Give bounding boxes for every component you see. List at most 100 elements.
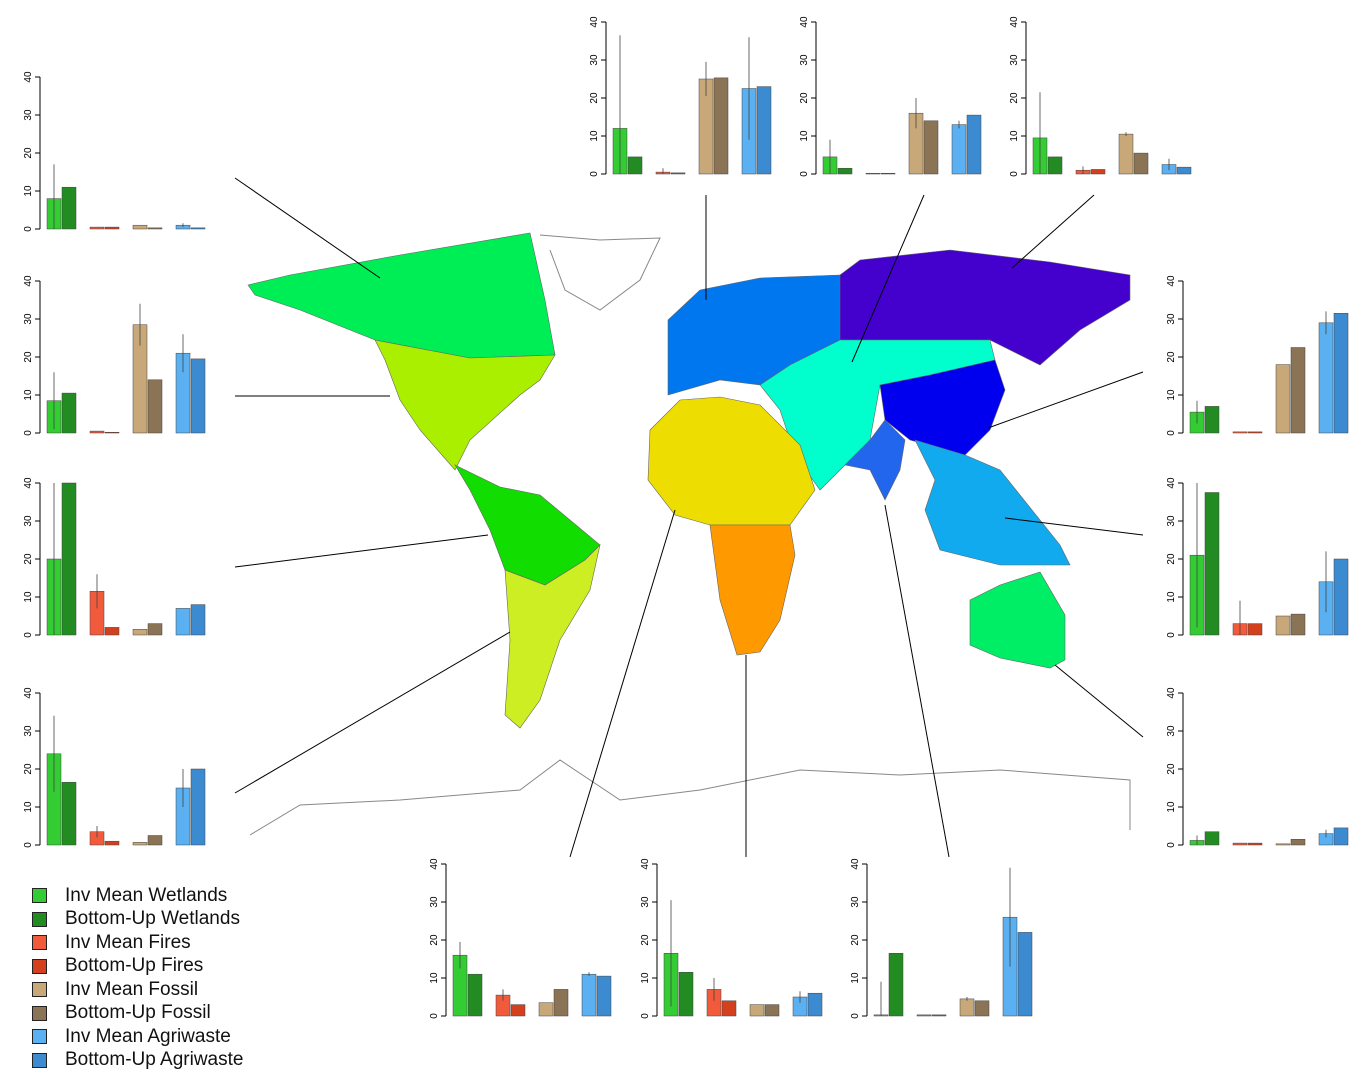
y-tick-label: 0 xyxy=(640,1013,651,1019)
legend-swatch xyxy=(32,1052,47,1068)
legend-label: Inv Mean Fossil xyxy=(65,978,199,1000)
legend-label: Bottom-Up Wetlands xyxy=(65,908,240,930)
bar-bottom-up-agriwaste xyxy=(190,768,206,846)
bar-inv-mean-agriwaste xyxy=(175,608,191,636)
bar-bottom-up-fossil xyxy=(923,120,939,175)
y-tick-label: 20 xyxy=(850,934,861,946)
bar-bottom-up-fires xyxy=(931,1014,947,1017)
bar-bottom-up-agriwaste xyxy=(1333,827,1349,846)
bar-bottom-up-fossil xyxy=(1290,347,1306,434)
legend-swatch xyxy=(32,1005,47,1021)
bar-bottom-up-wetlands xyxy=(888,953,904,1017)
y-tick-label: 40 xyxy=(429,858,440,870)
bar-bottom-up-agriwaste xyxy=(190,604,206,636)
map-region-south-africa xyxy=(709,524,796,656)
legend-item: Bottom-Up Fossil xyxy=(32,1002,243,1026)
bar-inv-mean-fossil xyxy=(132,842,148,846)
bar-inv-mean-fossil xyxy=(538,1002,554,1017)
legend-label: Bottom-Up Fires xyxy=(65,955,204,977)
y-tick-label: 30 xyxy=(1166,313,1177,325)
y-tick-label: 30 xyxy=(850,896,861,908)
y-tick-label: 0 xyxy=(1166,430,1177,436)
y-tick-label: 30 xyxy=(640,896,651,908)
y-tick-label: 20 xyxy=(1166,553,1177,565)
bar-inv-mean-fires xyxy=(865,172,881,175)
bar-bottom-up-fires xyxy=(104,226,120,230)
leader-line xyxy=(234,177,381,279)
bar-bottom-up-agriwaste xyxy=(1333,558,1349,636)
y-tick-label: 20 xyxy=(640,934,651,946)
bar-bottom-up-fossil xyxy=(1290,613,1306,636)
y-tick-label: 0 xyxy=(23,430,34,436)
y-tick-label: 20 xyxy=(1166,351,1177,363)
y-tick-label: 10 xyxy=(1166,591,1177,603)
bar-bottom-up-fossil xyxy=(553,989,569,1017)
y-tick-label: 20 xyxy=(23,553,34,565)
leader-line xyxy=(1054,664,1144,738)
bar-panel-temperate-south-america: 0 10 20 30 40 xyxy=(23,687,206,848)
y-tick-label: 0 xyxy=(23,842,34,848)
bar-panel-boreal-eurasia: 0 10 20 30 40 xyxy=(1009,16,1192,177)
y-tick-label: 10 xyxy=(23,801,34,813)
y-tick-label: 0 xyxy=(429,1013,440,1019)
legend-item: Inv Mean Wetlands xyxy=(32,884,243,908)
legend: Inv Mean Wetlands Bottom-Up Wetlands Inv M… xyxy=(32,884,243,1072)
bar-bottom-up-wetlands xyxy=(61,482,77,636)
y-tick-label: 40 xyxy=(1166,687,1177,699)
y-tick-label: 40 xyxy=(23,275,34,287)
bar-bottom-up-wetlands xyxy=(467,973,483,1017)
y-tick-label: 30 xyxy=(1166,515,1177,527)
y-tick-label: 10 xyxy=(640,972,651,984)
bar-inv-mean-fossil xyxy=(1118,133,1134,175)
bar-bottom-up-fires xyxy=(721,1000,737,1017)
bar-inv-mean-agriwaste xyxy=(581,973,597,1017)
leader-line xyxy=(234,534,489,568)
legend-swatch xyxy=(32,935,47,951)
bar-bottom-up-fires xyxy=(1247,623,1263,636)
y-tick-label: 40 xyxy=(23,477,34,489)
legend-item: Inv Mean Fires xyxy=(32,931,243,955)
bar-inv-mean-fossil xyxy=(132,224,148,230)
leader-line xyxy=(1004,517,1144,536)
bar-bottom-up-agriwaste xyxy=(190,358,206,434)
bar-inv-mean-fossil xyxy=(749,1004,765,1017)
leader-line xyxy=(884,504,950,858)
legend-swatch xyxy=(32,911,47,927)
legend-item: Inv Mean Agriwaste xyxy=(32,1025,243,1049)
y-tick-label: 30 xyxy=(23,515,34,527)
bar-bottom-up-fires xyxy=(104,627,120,636)
y-tick-label: 20 xyxy=(23,147,34,159)
bar-inv-mean-fossil xyxy=(959,998,975,1017)
y-tick-label: 20 xyxy=(429,934,440,946)
bar-bottom-up-agriwaste xyxy=(756,86,772,175)
legend-item: Inv Mean Fossil xyxy=(32,978,243,1002)
leader-line xyxy=(987,371,1144,429)
bar-bottom-up-fires xyxy=(104,840,120,846)
bar-bottom-up-agriwaste xyxy=(1176,166,1192,175)
bar-bottom-up-wetlands xyxy=(627,156,643,175)
y-tick-label: 40 xyxy=(23,687,34,699)
bar-panel-tropical-asia: 0 10 20 30 40 xyxy=(1166,477,1349,638)
legend-swatch xyxy=(32,888,47,904)
y-tick-label: 10 xyxy=(23,591,34,603)
bar-bottom-up-wetlands xyxy=(678,972,694,1017)
map-region-boreal-na xyxy=(247,232,556,359)
bar-inv-mean-fossil xyxy=(132,629,148,636)
y-tick-label: 20 xyxy=(799,92,810,104)
bar-bottom-up-fires xyxy=(104,431,120,434)
bar-bottom-up-fossil xyxy=(1133,152,1149,175)
bar-bottom-up-fossil xyxy=(713,77,729,175)
y-tick-label: 10 xyxy=(1166,801,1177,813)
y-tick-label: 30 xyxy=(429,896,440,908)
bar-bottom-up-fossil xyxy=(1290,839,1306,846)
y-tick-label: 10 xyxy=(799,130,810,142)
bar-bottom-up-wetlands xyxy=(1204,831,1220,846)
map-region-temperate-sa xyxy=(504,544,601,729)
bar-bottom-up-fossil xyxy=(147,835,163,846)
y-tick-label: 30 xyxy=(799,54,810,66)
y-tick-label: 40 xyxy=(1009,16,1020,28)
bar-bottom-up-fossil xyxy=(147,227,163,230)
bar-bottom-up-wetlands xyxy=(61,186,77,230)
bar-bottom-up-agriwaste xyxy=(1017,932,1033,1017)
